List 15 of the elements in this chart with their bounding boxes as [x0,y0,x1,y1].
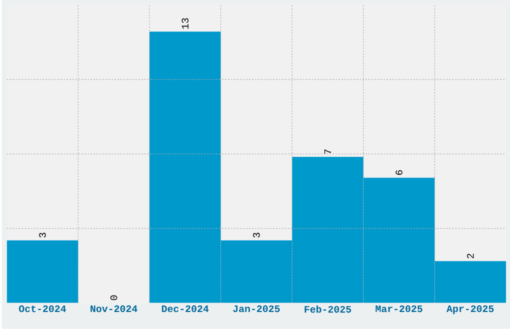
x-tick-label: Nov-2024 [90,306,138,312]
data-label: 6 [396,170,402,175]
bar [6,240,78,303]
x-tick-label: Feb-2025 [304,306,352,313]
x-tick-label: Mar-2025 [376,306,422,312]
data-label: 13 [182,18,188,29]
x-tick-label: Dec-2024 [162,306,209,312]
data-label: 2 [467,254,474,258]
data-label: 7 [324,150,331,154]
data-label: 0 [110,295,118,300]
data-label: 3 [39,232,46,238]
x-tick-label: Jan-2025 [233,306,280,312]
x-tick-label: Oct-2024 [18,306,66,312]
x-tick-label: Apr-2025 [446,306,494,314]
data-label: 3 [253,232,260,238]
